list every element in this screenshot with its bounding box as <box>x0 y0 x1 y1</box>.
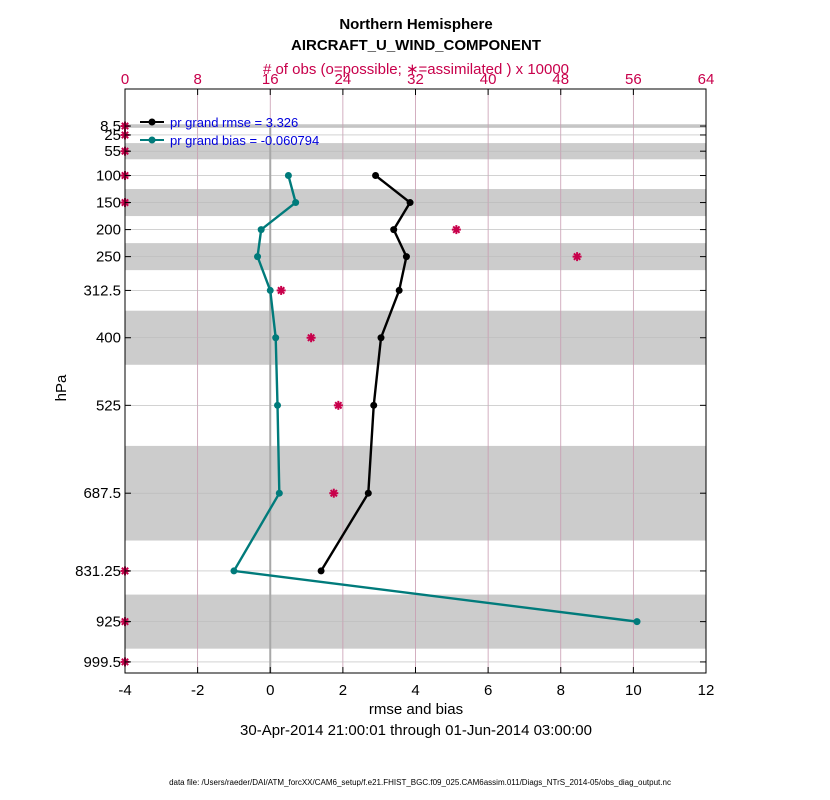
obs-assimilated-marker <box>572 252 582 262</box>
rmse-point <box>395 286 403 294</box>
vertical-gridlines <box>124 89 707 673</box>
top-axis-label: # of obs (o=possible; ∗=assimilated ) x … <box>263 61 569 78</box>
obs-assimilated-marker <box>306 333 316 343</box>
legend-rmse-marker <box>148 118 156 126</box>
obs-assimilated-marker <box>329 488 339 498</box>
y-tick-label: 200 <box>96 222 121 239</box>
y-tick-label: 400 <box>96 330 121 347</box>
obs-assimilated-marker <box>451 225 461 235</box>
y-tick-label: 25 <box>104 127 121 144</box>
rmse-point <box>317 567 325 575</box>
top-tick-label: 0 <box>121 71 129 88</box>
obs-assimilated-marker <box>276 285 286 295</box>
y-tick-label: 250 <box>96 249 121 266</box>
bias-point <box>275 489 283 497</box>
legend-rmse-label: pr grand rmse = 3.326 <box>170 115 298 130</box>
obs-marker-stroke <box>452 225 461 234</box>
top-tick-label: 24 <box>335 71 352 88</box>
bias-point <box>230 567 238 575</box>
obs-marker-stroke <box>307 333 315 342</box>
bias-point <box>633 618 641 626</box>
obs-marker-stroke <box>329 489 338 498</box>
y-tick-label: 8.5 <box>100 118 121 135</box>
bias-point <box>272 334 280 342</box>
x-tick-label: 6 <box>484 682 492 699</box>
y-tick-label: 925 <box>96 614 121 631</box>
y-tick-label: 687.5 <box>83 485 121 502</box>
top-tick-label: 16 <box>262 71 279 88</box>
bias-point <box>257 226 265 234</box>
x-axis-ticks: -4 -2 0 2 4 6 8 10 12 <box>118 89 714 699</box>
y-tick-label: 999.5 <box>83 654 121 671</box>
x-tick-label: -2 <box>191 682 204 699</box>
date-range: 30-Apr-2014 21:00:01 through 01-Jun-2014… <box>240 722 592 739</box>
rmse-point <box>402 253 410 261</box>
y-axis-label: hPa <box>53 374 70 401</box>
rmse-point <box>406 199 414 207</box>
legend-bias-label: pr grand bias = -0.060794 <box>170 133 319 148</box>
x-tick-label: 8 <box>557 682 565 699</box>
rmse-point <box>390 226 398 234</box>
y-tick-label: 100 <box>96 168 121 185</box>
top-tick-label: 56 <box>625 71 642 88</box>
top-tick-label: 8 <box>193 71 201 88</box>
obs-marker-stroke <box>334 401 343 410</box>
top-tick-label: 32 <box>407 71 424 88</box>
top-axis-ticks: 0 8 16 24 32 40 48 56 64 <box>121 71 715 88</box>
x-tick-label: 10 <box>625 682 642 699</box>
y-tick-label: 312.5 <box>83 282 121 299</box>
data-series <box>230 172 641 626</box>
y-tick-label: 55 <box>104 143 121 160</box>
chart-title: Northern Hemisphere <box>339 16 492 33</box>
x-tick-label: 12 <box>698 682 715 699</box>
bias-point <box>274 401 282 409</box>
y-tick-label: 831.25 <box>75 563 121 580</box>
data-file-footnote: data file: /Users/raeder/DAI/ATM_forcXX/… <box>169 778 671 787</box>
rmse-point <box>364 489 372 497</box>
bias-point <box>266 286 274 294</box>
x-tick-label: 0 <box>266 682 274 699</box>
top-tick-label: 40 <box>480 71 497 88</box>
bias-point <box>254 253 262 261</box>
obs-assimilated-marker <box>333 400 343 410</box>
bias-point <box>284 172 292 180</box>
obs-marker-stroke <box>573 252 581 261</box>
obs-marker-stroke <box>277 286 286 295</box>
legend: pr grand rmse = 3.326 pr grand bias = -0… <box>140 115 319 148</box>
chart-subtitle: AIRCRAFT_U_WIND_COMPONENT <box>291 37 541 54</box>
rmse-point <box>377 334 385 342</box>
y-tick-label: 525 <box>96 397 121 414</box>
rmse-point <box>372 172 380 180</box>
x-tick-label: 4 <box>411 682 419 699</box>
bias-point <box>292 199 300 207</box>
top-tick-label: 64 <box>698 71 715 88</box>
bias-line <box>231 175 638 623</box>
y-tick-label: 150 <box>96 195 121 212</box>
x-tick-label: 2 <box>339 682 347 699</box>
rmse-point <box>370 401 378 409</box>
legend-bias-marker <box>148 136 156 144</box>
top-tick-label: 48 <box>552 71 569 88</box>
x-tick-label: -4 <box>118 682 131 699</box>
x-axis-label: rmse and bias <box>369 701 463 718</box>
